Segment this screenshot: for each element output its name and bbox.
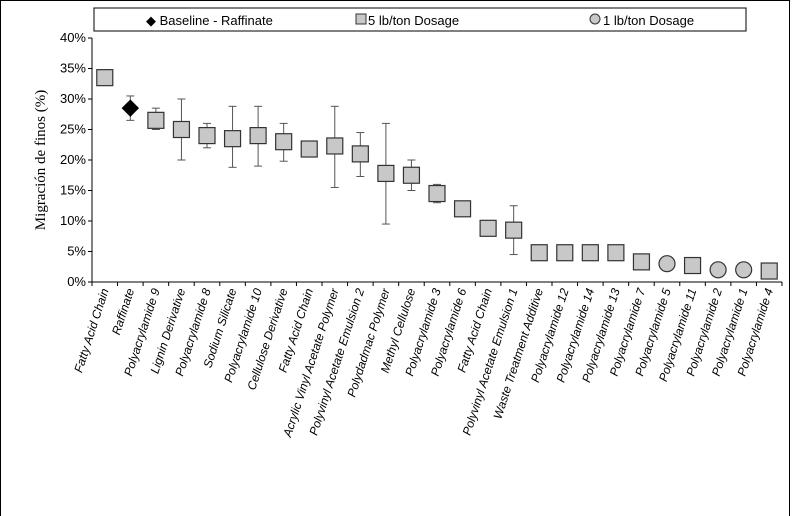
legend-square-marker (355, 13, 367, 25)
y-tick-label: 10% (60, 213, 86, 228)
data-point-square (632, 253, 651, 271)
data-point-diamond (121, 99, 140, 117)
legend-label-baseline: ◆ Baseline - Raffinate (146, 13, 273, 28)
legend-box (93, 7, 747, 32)
data-point-square (683, 256, 702, 275)
data-point-square (428, 184, 446, 203)
data-point-square (249, 126, 267, 145)
data-point-square (172, 120, 191, 139)
data-point-square (760, 262, 778, 280)
data-point-square (530, 244, 548, 262)
legend-label-1lb: 1 lb/ton Dosage (603, 13, 694, 28)
y-tick-label: 25% (60, 122, 86, 137)
y-axis-title: Migración de finos (%) (33, 90, 49, 230)
y-tick-label: 30% (60, 91, 86, 106)
data-point-square (479, 219, 497, 237)
data-point-square (326, 137, 344, 155)
data-point-square (351, 145, 369, 163)
data-point-square (223, 130, 242, 148)
data-point-square (505, 221, 523, 239)
data-point-square (275, 133, 293, 151)
data-point-square (300, 140, 318, 158)
legend-item-5lb: 5 lb/ton Dosage (355, 13, 459, 28)
legend-label-5lb: 5 lb/ton Dosage (368, 13, 459, 28)
x-category-label: Raffinate (109, 286, 137, 336)
data-point-square (581, 244, 599, 262)
y-tick-label: 40% (60, 30, 86, 45)
y-tick-label: 15% (60, 183, 86, 198)
data-point-circle (658, 255, 676, 273)
marks (96, 69, 778, 280)
legend-item-baseline: ◆ Baseline - Raffinate (146, 13, 273, 28)
y-tick-label: 5% (67, 244, 86, 259)
axes: 0% 5% 10% 15% 20% 25% 30% 35% 40% Fatty Acid Chai… (60, 30, 783, 440)
data-point-square (198, 126, 216, 145)
y-tick-label: 0% (67, 274, 86, 289)
data-point-square (147, 111, 165, 129)
data-point-square (402, 166, 421, 184)
data-point-square (453, 200, 472, 218)
y-tick-label: 20% (60, 152, 86, 167)
data-point-square (607, 244, 625, 262)
data-point-circle (735, 261, 753, 279)
data-point-square (556, 244, 574, 262)
legend-item-1lb: 1 lb/ton Dosage (589, 13, 694, 28)
data-point-square (96, 69, 114, 87)
x-category-label: Fatty Acid Chain (71, 286, 111, 374)
data-point-square (377, 164, 395, 183)
y-tick-label: 35% (60, 61, 86, 76)
data-point-circle (709, 261, 727, 279)
legend-circle-marker (589, 13, 601, 25)
